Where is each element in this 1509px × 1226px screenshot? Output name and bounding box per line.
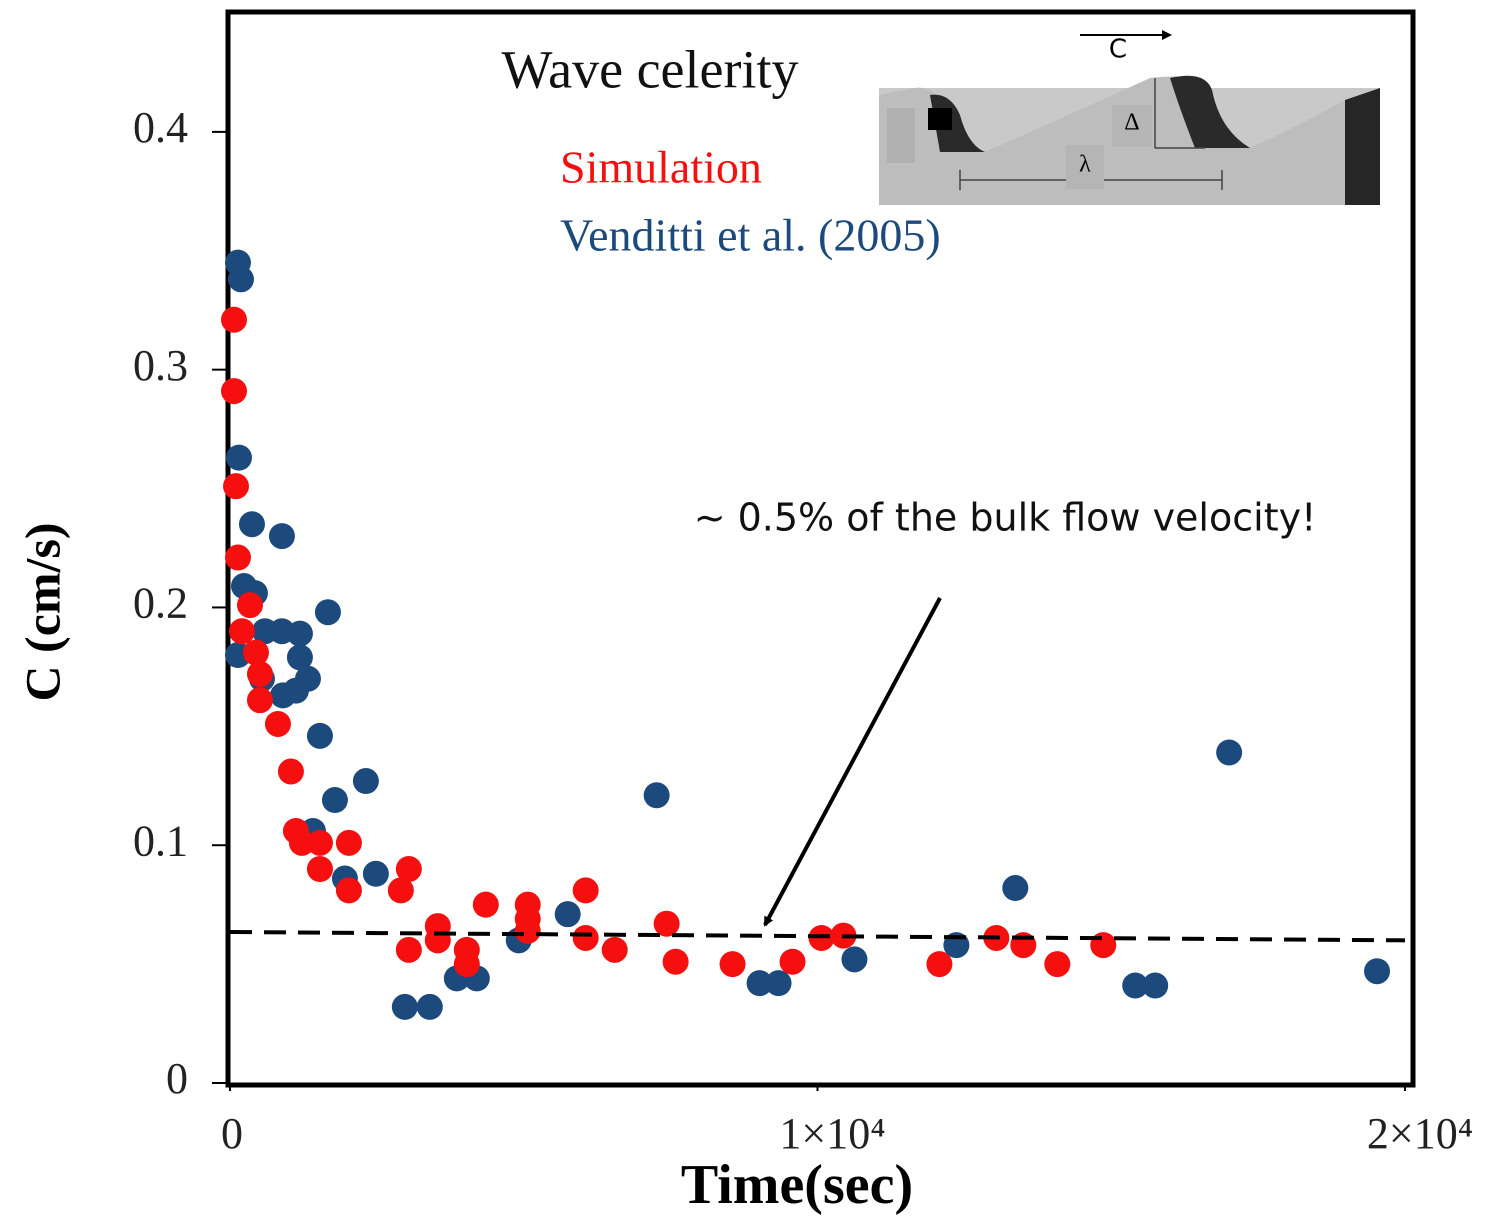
- data-point: [387, 877, 414, 904]
- x-axis-label: Time(sec): [681, 1154, 913, 1216]
- data-point: [264, 710, 291, 737]
- data-point: [306, 722, 333, 749]
- data-point: [294, 665, 321, 692]
- x-tick-label: 0: [221, 1109, 243, 1158]
- data-point: [268, 523, 295, 550]
- data-point: [395, 856, 422, 882]
- data-point: [224, 544, 251, 571]
- x-tick-label: 1×10⁴: [779, 1109, 885, 1158]
- data-point: [926, 951, 953, 978]
- data-point: [1002, 875, 1029, 902]
- data-point: [306, 829, 333, 856]
- inset-label: C: [1109, 35, 1127, 65]
- data-point: [554, 901, 581, 928]
- inset-lee: [1345, 88, 1380, 205]
- data-point: [286, 620, 313, 647]
- data-point: [362, 860, 389, 887]
- data-point: [238, 511, 265, 538]
- data-point: [1364, 958, 1391, 985]
- data-point: [746, 970, 773, 997]
- data-point: [321, 787, 348, 814]
- inset-label: λ: [1079, 152, 1091, 178]
- data-point: [719, 951, 746, 978]
- data-point: [395, 936, 422, 963]
- inset-marker: [928, 108, 952, 130]
- data-point: [514, 917, 541, 944]
- data-point: [246, 661, 273, 688]
- data-point: [225, 444, 252, 471]
- annotation-arrow: [763, 597, 942, 927]
- plot-frame: [225, 9, 1416, 1088]
- data-point: [306, 856, 333, 882]
- x-tick-label: 2×10⁴: [1367, 1109, 1473, 1158]
- marks: [220, 249, 1406, 1020]
- data-point: [286, 644, 313, 671]
- data-point: [1044, 951, 1071, 978]
- data-point: [572, 924, 599, 951]
- y-axis-label: C (cm/s): [14, 522, 70, 701]
- legend-entry: Simulation: [560, 142, 762, 193]
- data-point: [1090, 932, 1117, 959]
- data-point: [228, 618, 255, 645]
- inset-label-box: [1066, 145, 1104, 189]
- data-point: [1142, 972, 1169, 999]
- data-point: [288, 829, 315, 856]
- reference-line: [229, 930, 1406, 943]
- data-point: [236, 592, 263, 619]
- data-point: [424, 927, 451, 954]
- data-point: [314, 599, 341, 626]
- data-point: [220, 378, 247, 405]
- data-point: [1216, 739, 1243, 766]
- data-point: [352, 768, 379, 795]
- data-point: [453, 951, 480, 978]
- inset-diagram: C Δ λ: [879, 30, 1380, 205]
- inset-lee: [1170, 75, 1250, 148]
- data-point: [220, 306, 247, 333]
- data-point: [277, 758, 304, 785]
- data-point: [222, 473, 249, 500]
- annotation: ~ 0.5% of the bulk flow velocity!: [694, 496, 1317, 540]
- y-tick-label: 0.1: [133, 816, 188, 865]
- y-tick-label: 0.2: [133, 579, 188, 628]
- data-point: [601, 936, 628, 963]
- data-point: [653, 910, 680, 937]
- data-point: [416, 993, 443, 1020]
- data-point: [391, 993, 418, 1020]
- y-tick-label: 0: [166, 1054, 188, 1103]
- data-point: [227, 266, 254, 293]
- data-point: [662, 948, 689, 975]
- y-tick-label: 0.4: [133, 103, 188, 152]
- data-point: [246, 687, 273, 714]
- inset-label-box: [1112, 105, 1152, 147]
- data-point: [779, 948, 806, 975]
- data-point: [472, 891, 499, 918]
- data-point: [242, 639, 269, 666]
- data-point: [335, 877, 362, 904]
- data-point: [765, 970, 792, 997]
- data-point: [643, 782, 670, 809]
- y-tick-label: 0.3: [133, 341, 188, 390]
- chart-title: Wave celerity: [502, 39, 799, 99]
- inset-label: Δ: [1124, 110, 1139, 136]
- data-point: [335, 829, 362, 856]
- data-point: [841, 946, 868, 973]
- legend-entry: Venditti et al. (2005): [560, 210, 941, 261]
- data-point: [572, 877, 599, 904]
- data-point: [1122, 972, 1149, 999]
- inset-box: [887, 108, 915, 163]
